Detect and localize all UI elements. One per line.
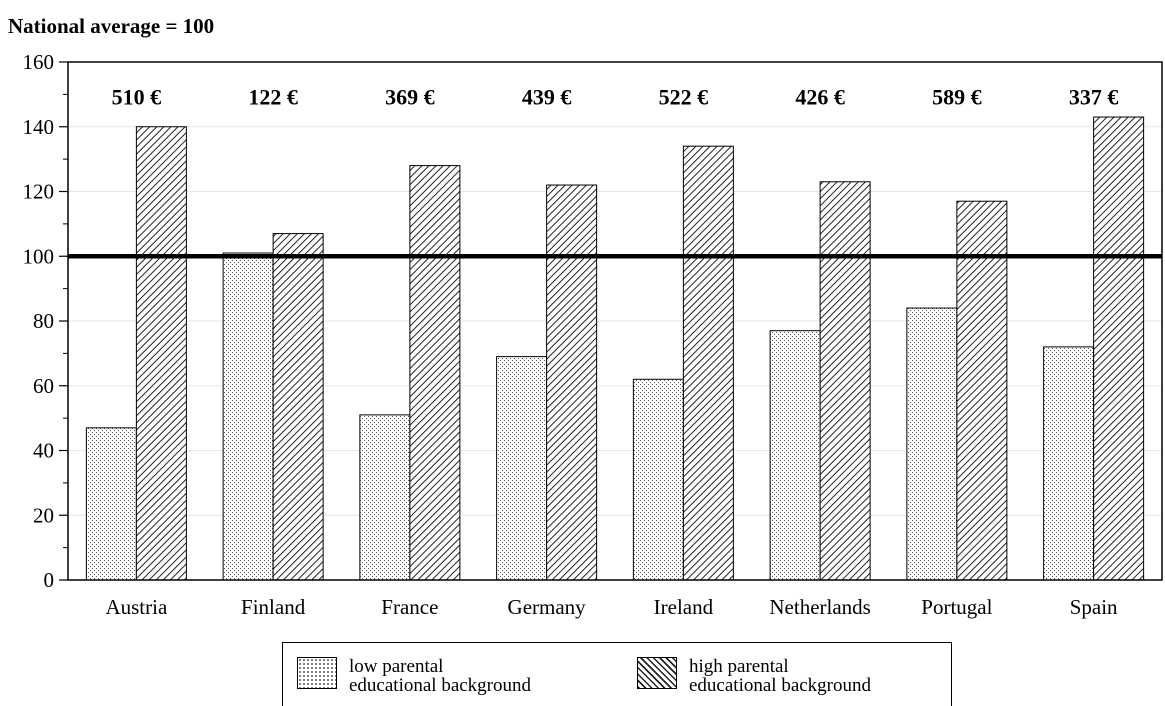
bar-high-austria bbox=[135, 126, 187, 581]
total-label: 337 € bbox=[1069, 84, 1119, 109]
total-label: 522 € bbox=[659, 84, 709, 109]
bar-low-spain bbox=[1043, 346, 1095, 581]
bar-high-finland bbox=[272, 233, 324, 581]
bar-low-netherlands bbox=[769, 330, 821, 581]
total-label: 589 € bbox=[932, 84, 982, 109]
bar-high-france bbox=[409, 165, 461, 581]
plot-frame bbox=[67, 61, 1163, 581]
y-tick-label: 100 bbox=[23, 244, 55, 268]
x-category-label: Ireland bbox=[654, 595, 714, 619]
total-label: 439 € bbox=[522, 84, 572, 109]
x-category-label: Spain bbox=[1070, 595, 1118, 619]
total-label: 510 € bbox=[112, 84, 162, 109]
y-tick-label: 120 bbox=[23, 180, 55, 204]
x-category-label: Austria bbox=[105, 595, 168, 619]
x-category-label: Germany bbox=[508, 595, 587, 619]
bar-high-netherlands bbox=[819, 181, 871, 581]
x-category-label: France bbox=[381, 595, 438, 619]
total-label: 369 € bbox=[385, 84, 435, 109]
bar-low-ireland bbox=[632, 378, 684, 581]
bar-high-portugal bbox=[956, 200, 1008, 581]
bar-high-spain bbox=[1093, 116, 1145, 581]
bar-low-germany bbox=[496, 356, 548, 581]
y-tick-label: 20 bbox=[33, 503, 54, 527]
chart-title: National average = 100 bbox=[8, 14, 215, 38]
x-category-label: Netherlands bbox=[769, 595, 870, 619]
bar-low-france bbox=[359, 414, 411, 581]
bar-high-ireland bbox=[682, 145, 734, 581]
legend-swatch-low bbox=[297, 657, 337, 689]
legend: low parental educational background high… bbox=[282, 642, 952, 706]
bar-low-austria bbox=[85, 427, 137, 581]
legend-item-high: high parental educational background bbox=[637, 657, 871, 695]
x-category-label: Finland bbox=[241, 595, 306, 619]
legend-swatch-high bbox=[637, 657, 677, 689]
y-tick-label: 160 bbox=[23, 50, 55, 74]
legend-label-high-line1: high parental bbox=[689, 656, 789, 677]
x-category-label: Portugal bbox=[921, 595, 992, 619]
y-tick-label: 0 bbox=[44, 568, 55, 592]
bar-chart: 0 20 40 60 80 100 120 140 160 Austria 510 € Finland… bbox=[23, 50, 1163, 619]
legend-label-low-line2: educational background bbox=[349, 675, 532, 696]
y-tick-label: 80 bbox=[33, 309, 54, 333]
y-tick-label: 140 bbox=[23, 115, 55, 139]
y-tick-label: 40 bbox=[33, 439, 54, 463]
legend-item-low: low parental educational background bbox=[297, 657, 531, 695]
legend-label-low-line1: low parental bbox=[349, 656, 444, 677]
legend-label-high-line2: educational background bbox=[689, 675, 872, 696]
bar-low-finland bbox=[222, 252, 274, 581]
bar-high-germany bbox=[546, 184, 598, 581]
bar-low-portugal bbox=[906, 307, 958, 581]
total-label: 122 € bbox=[248, 84, 298, 109]
total-label: 426 € bbox=[795, 84, 845, 109]
y-tick-label: 60 bbox=[33, 374, 54, 398]
